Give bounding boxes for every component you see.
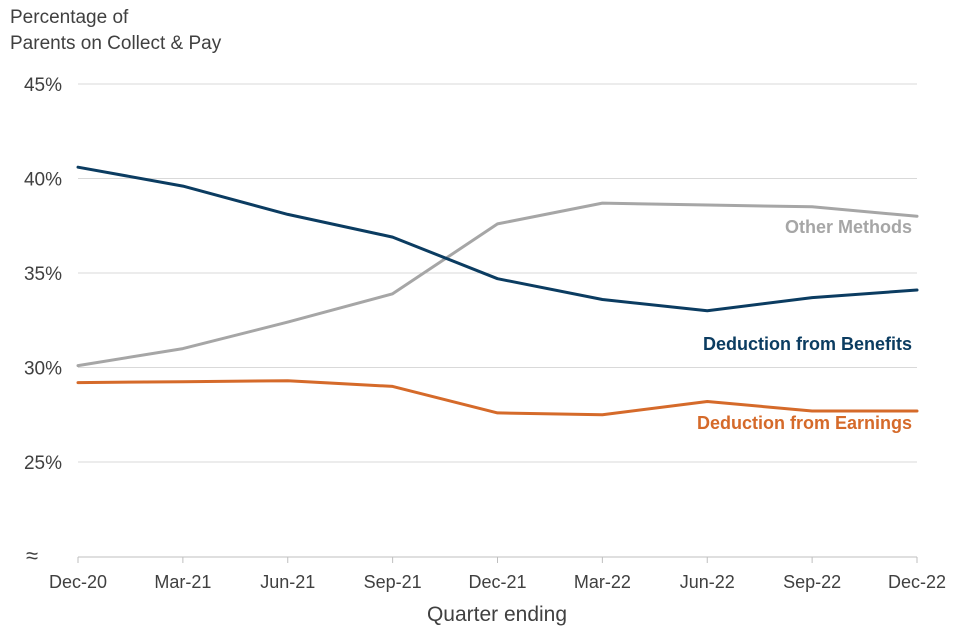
y-axis-label-line-1: Percentage of (10, 7, 129, 28)
series-label-other-methods: Other Methods (785, 217, 912, 237)
axis-break-symbol: ≈ (26, 543, 38, 568)
x-tick-label: Mar-22 (574, 572, 631, 592)
y-axis-label-line-2: Parents on Collect & Pay (10, 33, 222, 54)
x-axis-title: Quarter ending (427, 603, 567, 626)
series-line-deduction-from-benefits (76, 165, 919, 313)
y-tick-label: 30% (24, 359, 62, 380)
x-tick-label: Dec-21 (468, 572, 526, 592)
series-label-deduction-from-benefits: Deduction from Benefits (703, 334, 912, 354)
y-tick-label: 40% (24, 170, 62, 191)
y-tick-label: 35% (24, 264, 62, 285)
x-tick-label: Jun-21 (260, 572, 315, 592)
x-tick-label: Sep-21 (364, 572, 422, 592)
x-tick-label: Dec-20 (49, 572, 107, 592)
y-tick-label: 25% (24, 453, 62, 474)
x-tick-label: Sep-22 (783, 572, 841, 592)
series-label-deduction-from-earnings: Deduction from Earnings (697, 413, 912, 433)
x-tick-label: Mar-21 (154, 572, 211, 592)
series-line-other-methods (76, 201, 919, 368)
y-tick-label: 45% (24, 75, 62, 96)
x-tick-label: Dec-22 (888, 572, 946, 592)
x-tick-label: Jun-22 (680, 572, 735, 592)
series-line-deduction-from-earnings (76, 379, 919, 417)
